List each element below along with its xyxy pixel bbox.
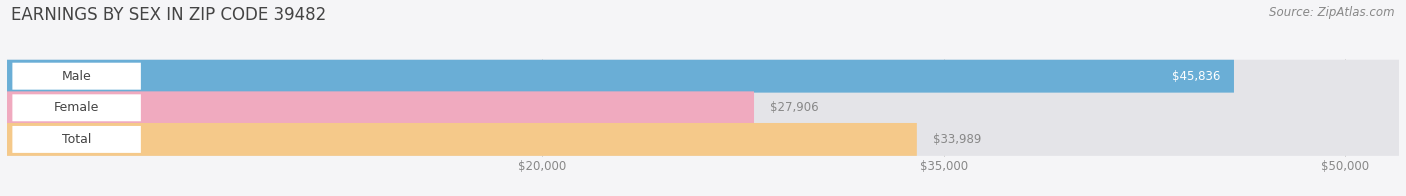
FancyBboxPatch shape <box>7 91 754 124</box>
Text: $27,906: $27,906 <box>770 101 818 114</box>
FancyBboxPatch shape <box>7 60 1234 93</box>
FancyBboxPatch shape <box>7 91 1399 124</box>
FancyBboxPatch shape <box>13 63 141 90</box>
FancyBboxPatch shape <box>13 94 141 121</box>
FancyBboxPatch shape <box>7 123 917 156</box>
Text: Male: Male <box>62 70 91 83</box>
Text: $45,836: $45,836 <box>1173 70 1220 83</box>
FancyBboxPatch shape <box>13 126 141 153</box>
FancyBboxPatch shape <box>7 60 1399 93</box>
Text: Female: Female <box>53 101 100 114</box>
Text: Total: Total <box>62 133 91 146</box>
Text: $33,989: $33,989 <box>934 133 981 146</box>
Text: EARNINGS BY SEX IN ZIP CODE 39482: EARNINGS BY SEX IN ZIP CODE 39482 <box>11 6 326 24</box>
Text: Source: ZipAtlas.com: Source: ZipAtlas.com <box>1270 6 1395 19</box>
FancyBboxPatch shape <box>7 123 1399 156</box>
